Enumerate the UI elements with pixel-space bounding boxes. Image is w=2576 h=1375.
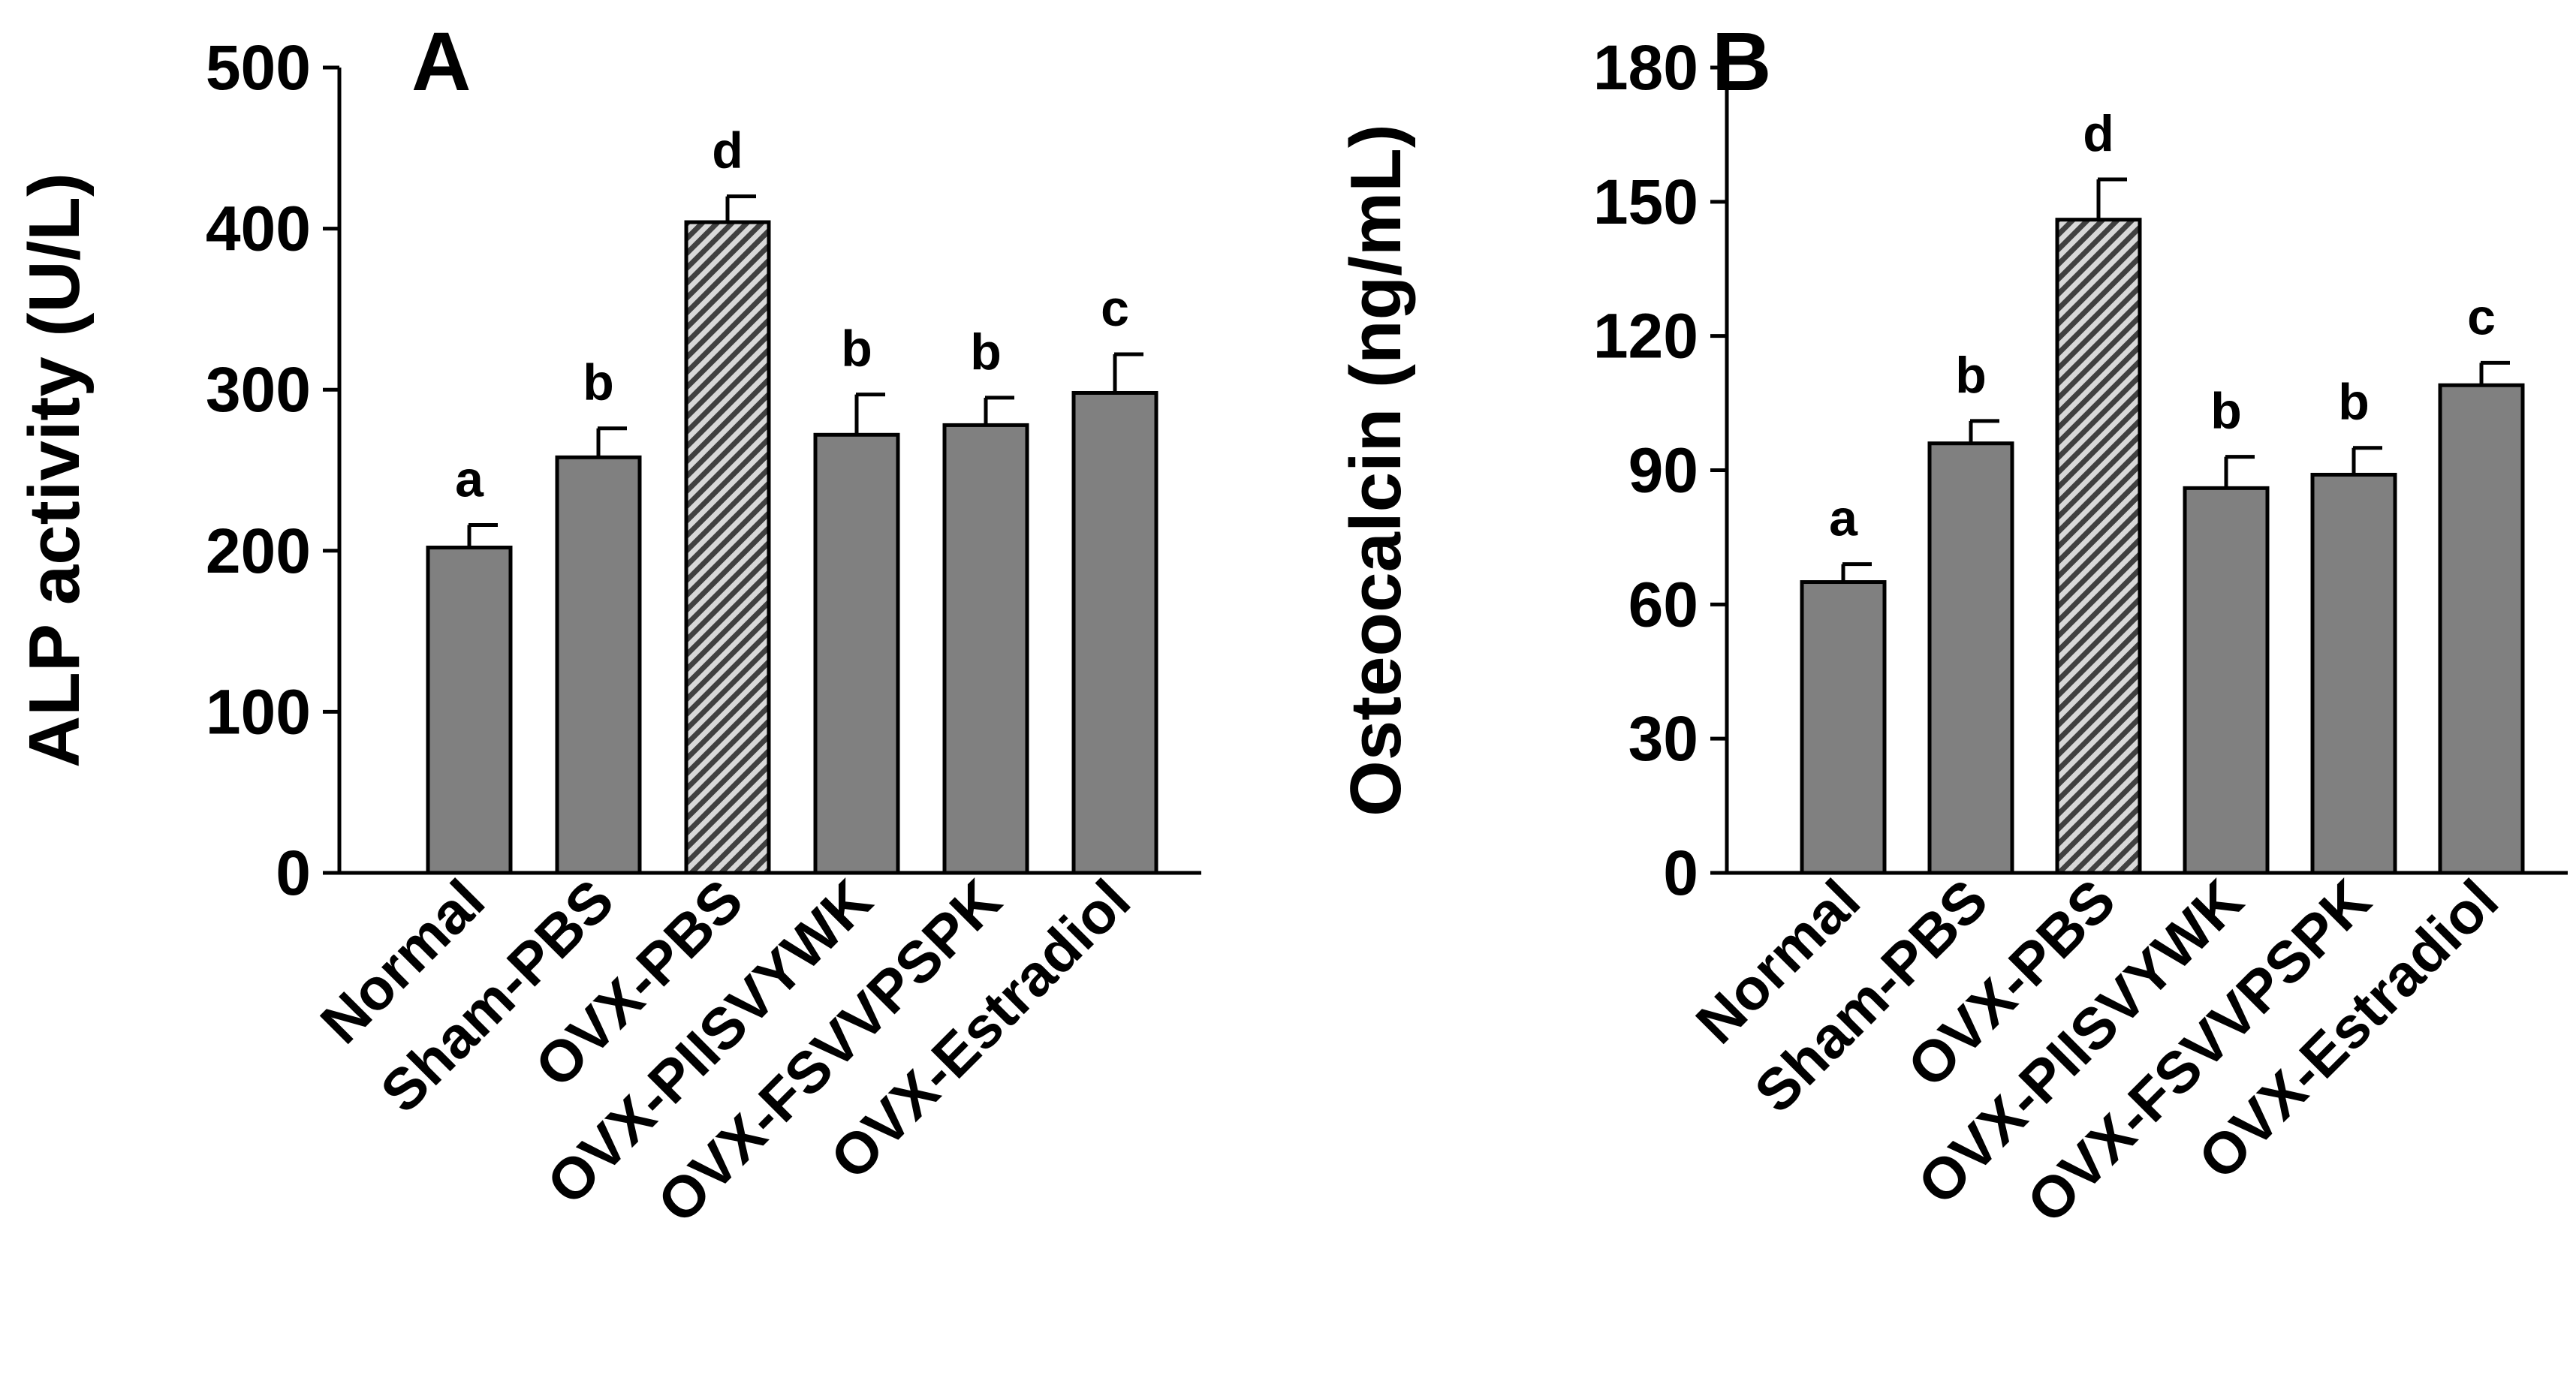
bar-ovx-pbs xyxy=(2055,218,2142,875)
significance-letter: c xyxy=(1101,280,1129,337)
bar-ovx-piisvywk xyxy=(813,432,900,875)
y-tick-label: 100 xyxy=(206,676,311,747)
significance-letter: d xyxy=(2083,105,2114,162)
y-tick-label: 180 xyxy=(1593,32,1698,103)
significance-letter: b xyxy=(970,323,1002,381)
y-tick-label: 0 xyxy=(1663,838,1698,908)
significance-letter: b xyxy=(841,320,872,378)
significance-letter: b xyxy=(2338,374,2370,431)
significance-letter: a xyxy=(1829,490,1858,547)
bar-sham-pbs xyxy=(555,455,642,875)
y-tick-label: 30 xyxy=(1628,703,1698,774)
significance-letter: b xyxy=(2210,383,2242,440)
y-tick-label: 300 xyxy=(206,354,311,425)
y-tick-label: 0 xyxy=(276,838,311,908)
significance-letter: c xyxy=(2467,288,2496,345)
significance-letter: b xyxy=(583,354,614,411)
y-tick-label: 400 xyxy=(206,194,311,264)
significance-letter: a xyxy=(455,450,484,507)
panel-label: A xyxy=(411,16,471,108)
y-tick-label: 500 xyxy=(206,32,311,103)
y-axis-label: Osteocalcin (ng/mL) xyxy=(1336,124,1416,817)
bar-ovx-fsvvpspk xyxy=(942,423,1029,875)
y-tick-label: 60 xyxy=(1628,569,1698,639)
bar-normal xyxy=(426,546,513,875)
bar-sham-pbs xyxy=(1927,441,2014,875)
y-tick-label: 150 xyxy=(1593,167,1698,237)
y-tick-label: 200 xyxy=(206,516,311,586)
panel-label: B xyxy=(1712,16,1771,108)
significance-letter: b xyxy=(1955,347,1987,404)
y-tick-label: 120 xyxy=(1593,301,1698,372)
bar-ovx-estradiol xyxy=(2438,383,2525,875)
significance-letter: d xyxy=(712,122,743,179)
bar-ovx-pbs xyxy=(684,220,771,875)
bar-ovx-fsvvpspk xyxy=(2310,472,2397,875)
bar-ovx-estradiol xyxy=(1071,390,1158,875)
y-tick-label: 90 xyxy=(1628,435,1698,506)
bar-normal xyxy=(1800,580,1887,875)
y-axis-label: ALP activity (U/L) xyxy=(14,173,95,768)
bar-ovx-piisvywk xyxy=(2183,486,2270,875)
